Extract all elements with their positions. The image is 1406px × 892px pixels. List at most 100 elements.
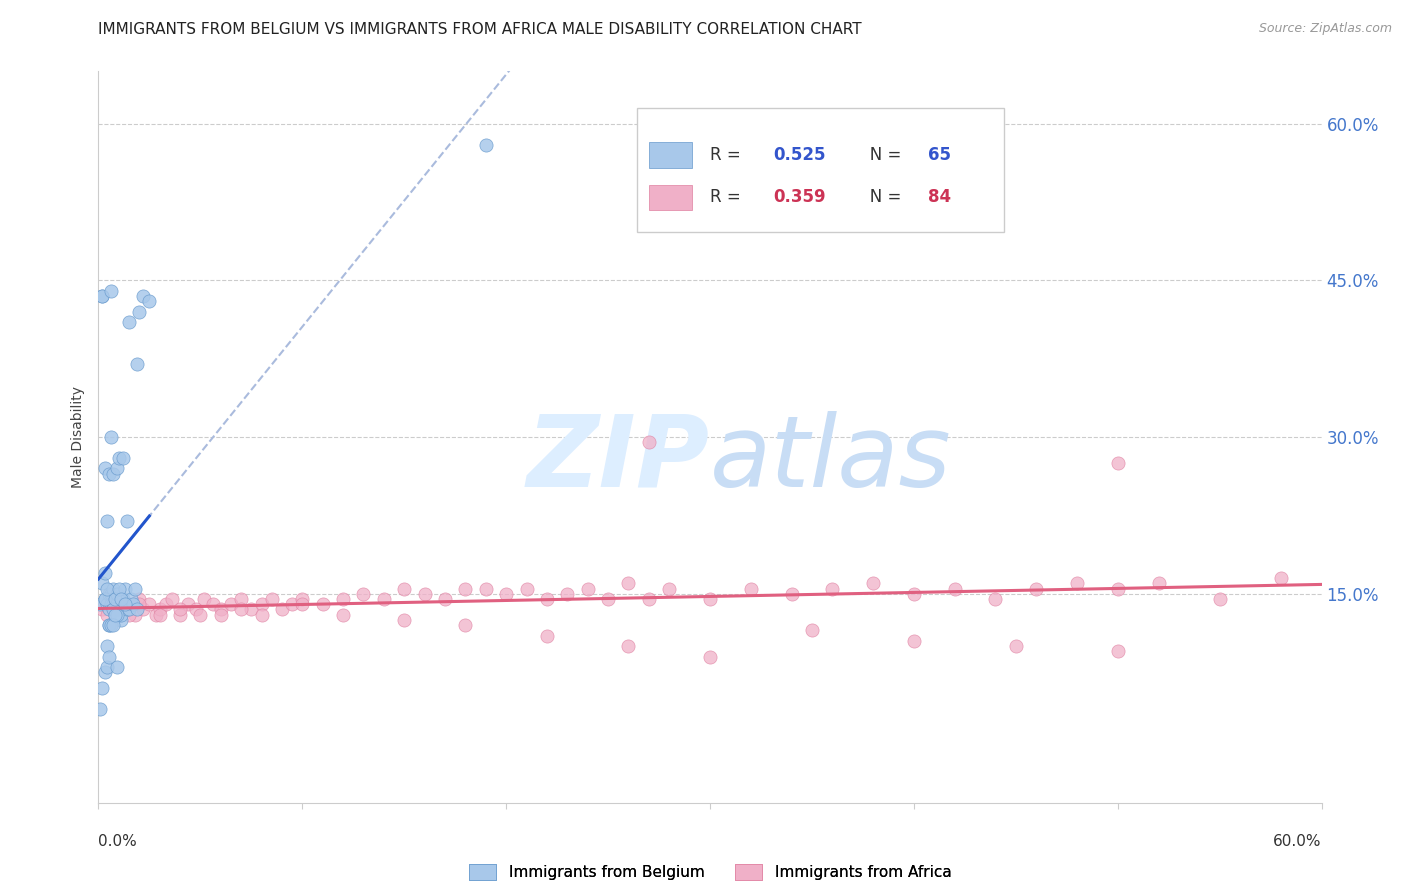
Point: [699, 592, 721, 607]
Point: [108, 450, 131, 465]
Point: [105, 587, 128, 601]
Text: 84: 84: [928, 188, 950, 206]
Point: [105, 607, 128, 622]
Point: [108, 582, 131, 596]
Point: [658, 582, 681, 596]
Point: [291, 597, 314, 611]
Point: [118, 602, 141, 616]
FancyBboxPatch shape: [637, 108, 1004, 232]
Point: [91, 289, 114, 303]
Y-axis label: Male Disability: Male Disability: [72, 386, 86, 488]
Point: [101, 602, 124, 616]
Point: [740, 582, 762, 596]
Text: R =: R =: [710, 188, 747, 206]
Point: [89, 597, 111, 611]
Text: Source: ZipAtlas.com: Source: ZipAtlas.com: [1258, 22, 1392, 36]
Point: [474, 582, 498, 596]
Point: [699, 649, 721, 664]
Point: [108, 602, 131, 616]
Point: [160, 592, 183, 607]
Point: [101, 618, 124, 632]
Text: 0.0%: 0.0%: [98, 834, 138, 849]
Point: [984, 592, 1007, 607]
Point: [96, 607, 118, 622]
Point: [105, 602, 128, 616]
Text: ZIP: ZIP: [527, 410, 710, 508]
Point: [96, 582, 118, 596]
Point: [240, 602, 263, 616]
Point: [209, 602, 232, 616]
Point: [97, 618, 120, 632]
Text: N =: N =: [855, 146, 907, 164]
Point: [110, 613, 132, 627]
Point: [110, 592, 132, 607]
Point: [114, 597, 136, 611]
Point: [105, 461, 128, 475]
Point: [188, 607, 212, 622]
Point: [332, 592, 354, 607]
Point: [91, 576, 114, 591]
Point: [943, 582, 966, 596]
Point: [352, 587, 374, 601]
Point: [186, 602, 208, 616]
Point: [555, 587, 579, 601]
Point: [1209, 592, 1232, 607]
Point: [93, 592, 115, 607]
Point: [495, 587, 517, 601]
Point: [110, 607, 132, 622]
Point: [576, 582, 599, 596]
Point: [97, 587, 120, 601]
Point: [149, 607, 172, 622]
Point: [516, 582, 538, 596]
Point: [392, 613, 416, 627]
Point: [100, 430, 122, 444]
Point: [118, 315, 141, 329]
Point: [474, 137, 498, 152]
Point: [111, 592, 134, 607]
Point: [219, 597, 242, 611]
Text: 0.359: 0.359: [773, 188, 827, 206]
Point: [96, 514, 118, 528]
Point: [96, 639, 118, 653]
Point: [270, 602, 294, 616]
Point: [93, 665, 115, 680]
Point: [392, 582, 416, 596]
Point: [434, 592, 457, 607]
Text: atlas: atlas: [710, 410, 952, 508]
Point: [149, 602, 172, 616]
Point: [114, 582, 136, 596]
Point: [250, 607, 273, 622]
Point: [260, 592, 283, 607]
Point: [1066, 576, 1088, 591]
Point: [1025, 582, 1047, 596]
Text: 0.525: 0.525: [773, 146, 827, 164]
Point: [97, 467, 120, 481]
Point: [138, 294, 160, 309]
Point: [155, 597, 177, 611]
Point: [100, 597, 122, 611]
Point: [91, 681, 114, 695]
Point: [903, 587, 925, 601]
Point: [120, 592, 142, 607]
Point: [97, 618, 120, 632]
Point: [801, 624, 824, 638]
Point: [145, 607, 167, 622]
Point: [100, 618, 122, 632]
Point: [1107, 644, 1129, 658]
Point: [821, 582, 844, 596]
Point: [115, 602, 138, 616]
Point: [637, 592, 661, 607]
Point: [373, 592, 395, 607]
Point: [231, 602, 253, 616]
Point: [201, 597, 224, 611]
Point: [124, 582, 146, 596]
Point: [598, 592, 620, 607]
Point: [104, 607, 127, 622]
Point: [862, 576, 884, 591]
Point: [115, 514, 138, 528]
Point: [637, 435, 661, 450]
Point: [413, 587, 436, 601]
Point: [104, 592, 127, 607]
Point: [97, 602, 120, 616]
Point: [93, 566, 115, 580]
